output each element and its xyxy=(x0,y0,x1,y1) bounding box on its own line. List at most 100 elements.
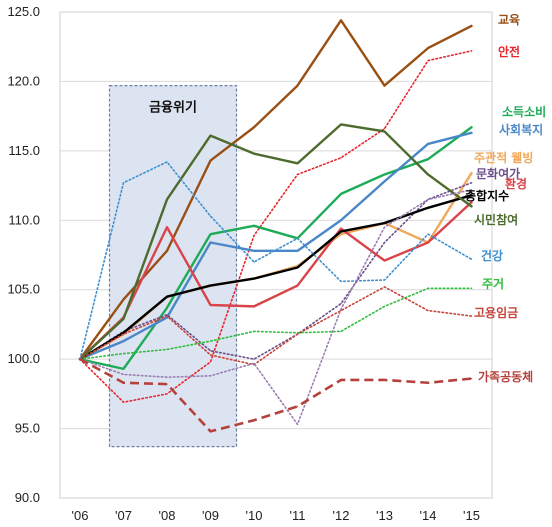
series-label: 소득소비 xyxy=(502,104,546,119)
x-tick-label: '12 xyxy=(333,508,350,523)
x-tick-label: '10 xyxy=(246,508,263,523)
series-point xyxy=(383,305,386,307)
series-point xyxy=(470,182,473,184)
series-point xyxy=(383,128,386,130)
series-point xyxy=(427,60,429,62)
series-point xyxy=(79,358,81,360)
series-label: 고용임금 xyxy=(474,305,518,320)
series-line-종합지수 xyxy=(78,194,473,361)
series-point xyxy=(470,50,473,52)
series-point xyxy=(340,233,342,235)
series-point xyxy=(296,250,299,252)
series-point xyxy=(470,194,473,196)
series-lines xyxy=(78,19,473,433)
series-point xyxy=(383,241,386,244)
series-point xyxy=(253,225,255,227)
series-label: 문화여가 xyxy=(476,166,520,181)
series-point xyxy=(166,376,168,378)
series-point xyxy=(209,233,212,235)
series-point xyxy=(427,207,429,209)
series-point xyxy=(383,222,386,224)
series-point xyxy=(253,278,255,280)
series-point xyxy=(340,330,342,332)
series-point xyxy=(253,419,255,421)
series-point xyxy=(253,126,255,128)
series-point xyxy=(209,350,212,352)
series-label: 환경 xyxy=(505,176,527,191)
series-line-시민참여 xyxy=(78,123,473,361)
series-point xyxy=(383,379,386,381)
series-point xyxy=(122,368,125,370)
series-point xyxy=(427,198,429,201)
series-point xyxy=(166,307,168,309)
series-point xyxy=(470,201,473,203)
series-point xyxy=(383,173,386,176)
series-point xyxy=(253,358,255,360)
series-point xyxy=(296,405,299,407)
y-axis: 90.0 95.0 100.0 105.0 110.0 115.0 120.0 125.0 xyxy=(7,4,40,505)
y-tick-label: 120.0 xyxy=(7,73,40,88)
series-point xyxy=(166,250,168,252)
series-point xyxy=(340,228,342,230)
series-point xyxy=(209,284,212,287)
series-label: 안전 xyxy=(498,44,520,59)
series-point xyxy=(340,379,342,381)
series-point xyxy=(470,25,473,27)
series-point xyxy=(209,354,212,356)
series-point xyxy=(122,382,125,384)
series-point xyxy=(470,132,473,134)
series-point xyxy=(340,230,342,232)
y-tick-label: 95.0 xyxy=(15,421,40,436)
series-label: 가족공동체 xyxy=(478,369,533,384)
series-point xyxy=(470,377,473,380)
x-tick-label: '07 xyxy=(115,508,132,523)
series-label: 주거 xyxy=(482,276,504,291)
series-point xyxy=(209,361,212,363)
series-line-교육 xyxy=(78,19,473,361)
series-point xyxy=(209,159,212,162)
series-point xyxy=(470,205,473,207)
series-point xyxy=(427,233,429,235)
series-point xyxy=(253,234,255,237)
y-tick-label: 100.0 xyxy=(7,351,40,366)
series-point xyxy=(166,198,168,201)
series-point xyxy=(122,333,125,335)
series-point xyxy=(296,162,299,164)
series-label: 사회복지 xyxy=(499,122,543,137)
series-point xyxy=(209,134,212,137)
crisis-label: 금융위기 xyxy=(149,100,197,116)
series-point xyxy=(427,158,429,160)
series-point xyxy=(340,193,342,195)
series-label: 교육 xyxy=(498,12,520,27)
series-point xyxy=(427,382,429,384)
series-point xyxy=(253,305,255,307)
series-point xyxy=(166,296,168,298)
series-point xyxy=(166,348,168,351)
series-point xyxy=(296,84,299,87)
crisis-box: 금융위기 xyxy=(108,84,238,448)
series-point xyxy=(340,123,342,126)
x-tick-label: '08 xyxy=(159,508,176,523)
series-point xyxy=(383,279,386,281)
series-label: 종합지수 xyxy=(465,188,509,203)
y-tick-label: 110.0 xyxy=(8,212,40,227)
series-point xyxy=(470,258,473,260)
series-line-고용임금 xyxy=(79,286,473,366)
series-point xyxy=(470,315,473,317)
x-tick-label: '09 xyxy=(202,508,219,523)
x-tick-label: '11 xyxy=(290,508,306,523)
series-line-안전 xyxy=(79,50,473,403)
series-point xyxy=(209,375,212,377)
series-point xyxy=(209,304,212,306)
series-point xyxy=(122,352,125,355)
x-axis: '06 '07 '08 '09 '10 '11 '12 '13 '14 '15 xyxy=(72,508,480,523)
series-point xyxy=(253,362,255,364)
series-line-가족공동체 xyxy=(79,358,472,433)
series-point xyxy=(166,315,168,317)
series-point xyxy=(427,241,429,244)
series-line-소득소비 xyxy=(78,126,473,371)
y-tick-label: 105.0 xyxy=(7,282,40,297)
series-point xyxy=(383,84,386,87)
